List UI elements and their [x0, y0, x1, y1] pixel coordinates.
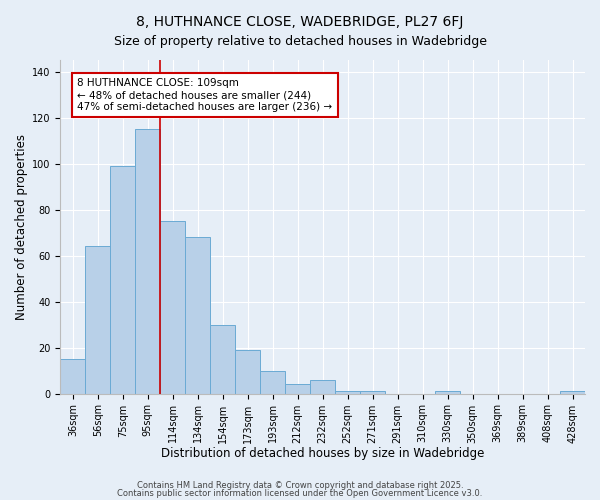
Bar: [210, 324, 235, 394]
Bar: [310, 380, 335, 394]
Text: Size of property relative to detached houses in Wadebridge: Size of property relative to detached ho…: [113, 35, 487, 48]
Text: 8, HUTHNANCE CLOSE, WADEBRIDGE, PL27 6FJ: 8, HUTHNANCE CLOSE, WADEBRIDGE, PL27 6FJ: [136, 15, 464, 29]
Bar: [61, 359, 85, 394]
Bar: [160, 221, 185, 394]
Bar: [260, 370, 285, 394]
Text: Contains HM Land Registry data © Crown copyright and database right 2025.: Contains HM Land Registry data © Crown c…: [137, 480, 463, 490]
Bar: [136, 129, 160, 394]
Bar: [235, 350, 260, 394]
Bar: [435, 392, 460, 394]
Bar: [85, 246, 110, 394]
Bar: [110, 166, 136, 394]
Bar: [335, 392, 360, 394]
Y-axis label: Number of detached properties: Number of detached properties: [15, 134, 28, 320]
X-axis label: Distribution of detached houses by size in Wadebridge: Distribution of detached houses by size …: [161, 447, 484, 460]
Text: 8 HUTHNANCE CLOSE: 109sqm
← 48% of detached houses are smaller (244)
47% of semi: 8 HUTHNANCE CLOSE: 109sqm ← 48% of detac…: [77, 78, 332, 112]
Bar: [360, 392, 385, 394]
Text: Contains public sector information licensed under the Open Government Licence v3: Contains public sector information licen…: [118, 489, 482, 498]
Bar: [560, 392, 585, 394]
Bar: [285, 384, 310, 394]
Bar: [185, 237, 210, 394]
